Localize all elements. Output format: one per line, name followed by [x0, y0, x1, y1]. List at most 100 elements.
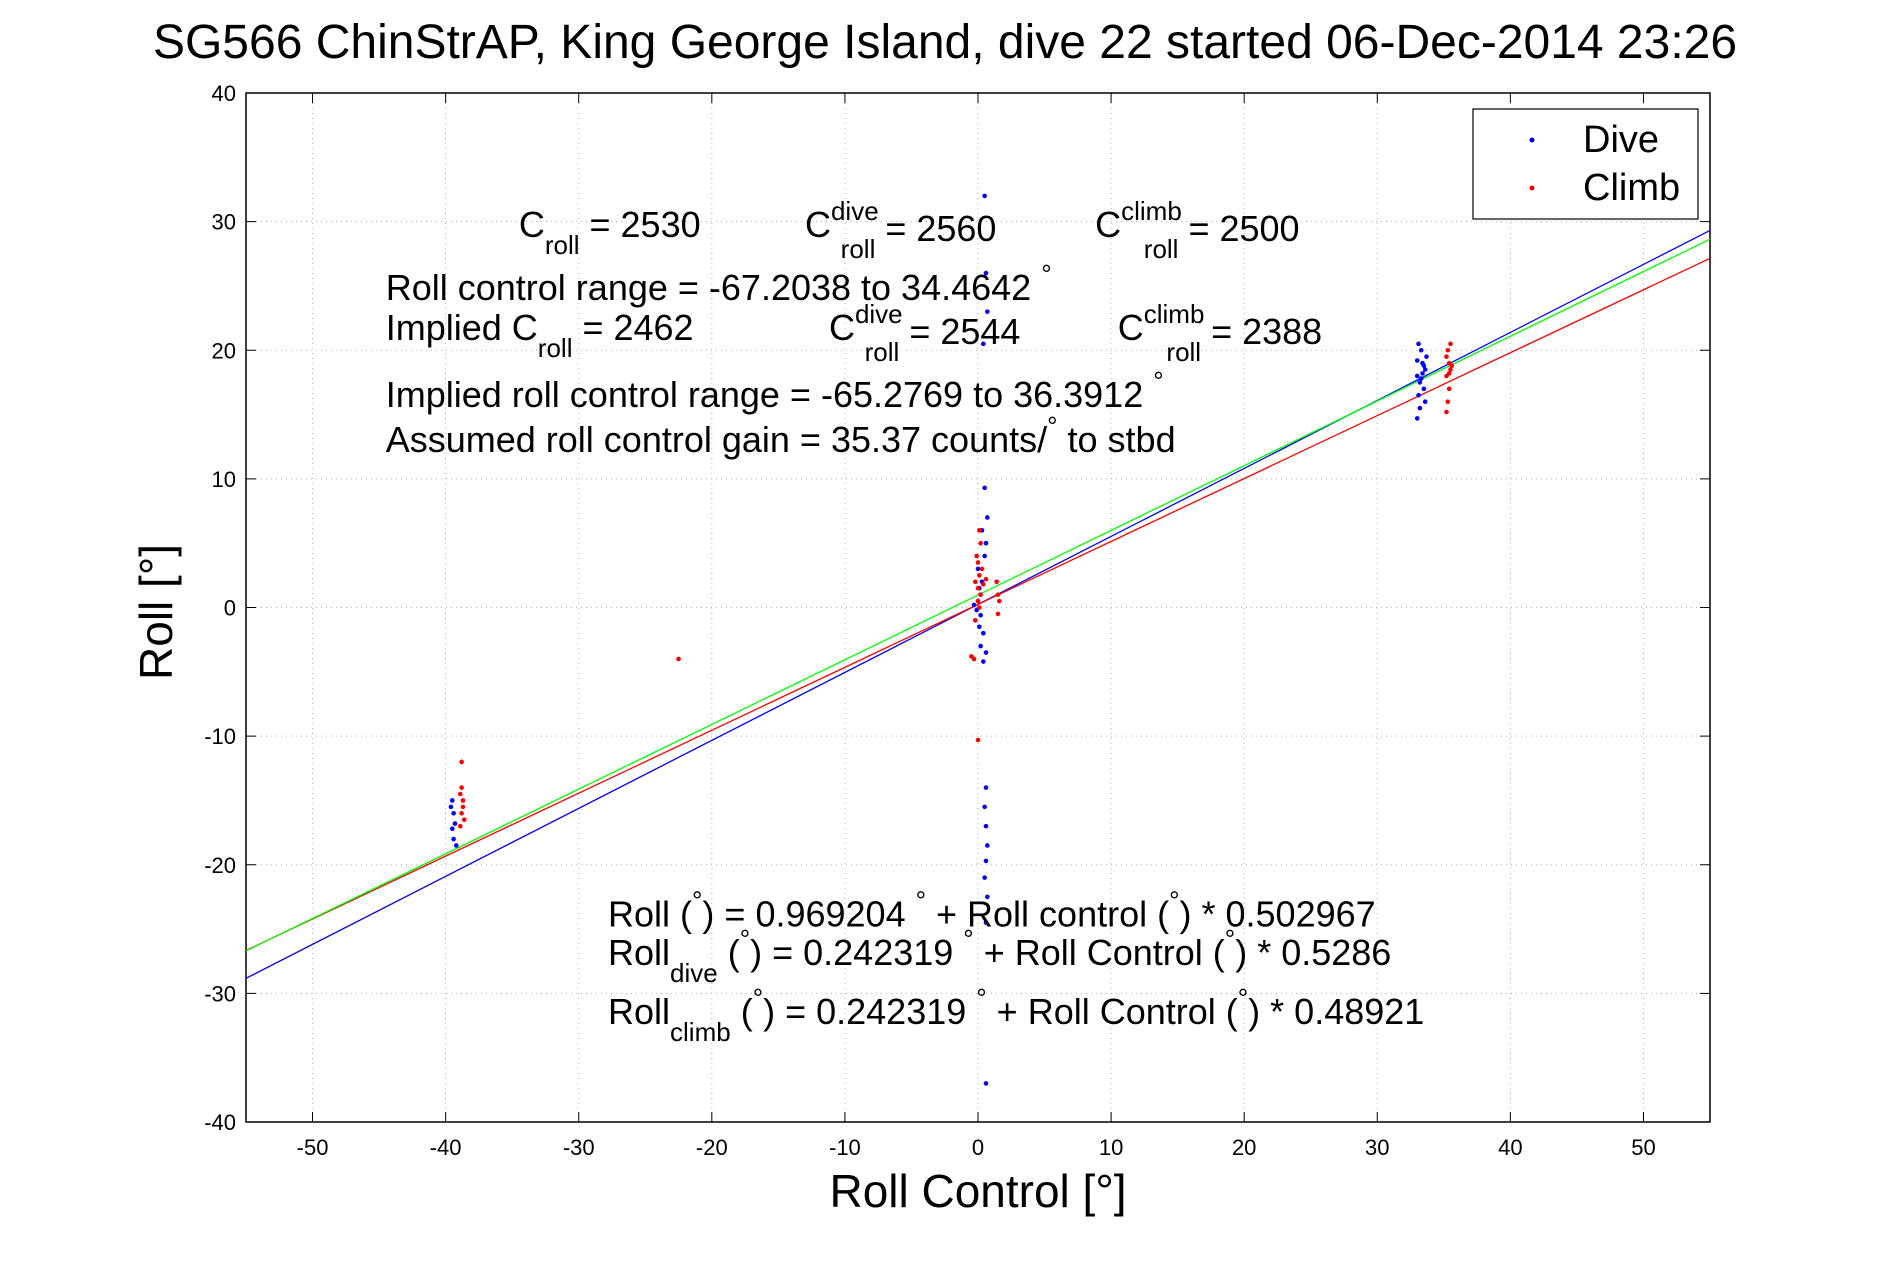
dive-point — [1416, 392, 1421, 398]
dive-point — [982, 485, 987, 491]
legend-climb-marker — [1529, 185, 1535, 191]
climb-point — [1445, 347, 1451, 353]
annotation-cdive: Cdive roll = 2560 — [805, 196, 997, 264]
annotation-fit-climb: Rollclimb (°) = 0.242319 ° + Roll Contro… — [608, 983, 1424, 1047]
climb-point — [975, 737, 981, 743]
climb-point — [983, 576, 989, 582]
dive-point — [975, 566, 981, 572]
x-tick-label: -10 — [829, 1135, 861, 1160]
climb-point — [977, 573, 982, 578]
legend: Dive Climb — [1472, 108, 1699, 220]
axis-ticks: -50 -40 -30 -20 -10 0 10 20 30 40 50 -40 -30 -20 -10 0 1… — [204, 81, 1710, 1160]
dive-point — [1421, 363, 1427, 368]
y-tick-label: 20 — [212, 338, 236, 363]
dive-point — [1422, 399, 1428, 405]
annotation-implied-cclimb: Cclimb roll = 2388 — [1118, 299, 1322, 367]
annotation-range: Roll control range = -67.2038 to 34.4642… — [386, 259, 1052, 308]
x-tick-label: 50 — [1631, 1135, 1655, 1160]
chart-title: SG566 ChinStrAP, King George Island, div… — [153, 16, 1737, 69]
x-tick-label: -50 — [297, 1135, 329, 1160]
dive-point — [1414, 358, 1420, 363]
climb-point — [971, 656, 977, 662]
dive-point — [1414, 416, 1420, 421]
annotation-implied-range: Implied roll control range = -65.2769 to… — [386, 366, 1164, 415]
dive-point — [981, 341, 986, 347]
dive-point — [982, 875, 987, 880]
annotation-croll: Croll = 2530 — [519, 204, 701, 260]
dive-point — [983, 650, 989, 655]
climb-point — [995, 611, 1001, 617]
climb-point — [973, 579, 978, 585]
y-tick-label: -10 — [204, 724, 236, 749]
x-tick-label: 40 — [1498, 1135, 1522, 1160]
dive-point — [982, 193, 987, 199]
fit-line — [245, 257, 1711, 952]
dive-point — [451, 811, 456, 816]
climb-point — [1446, 386, 1452, 392]
dive-point — [983, 823, 989, 829]
annotation-gain: Assumed roll control gain = 35.37 counts… — [386, 411, 1176, 460]
dive-point — [983, 858, 989, 864]
x-tick-label: -40 — [430, 1135, 462, 1160]
climb-point — [978, 592, 983, 597]
climb-point — [978, 540, 983, 546]
y-tick-label: -20 — [204, 853, 236, 878]
climb-point — [460, 804, 466, 810]
annotation-fit-dive: Rolldive (°) = 0.242319 ° + Roll Control… — [608, 924, 1391, 988]
climb-point — [1446, 371, 1452, 376]
dive-point — [1418, 376, 1424, 381]
dive-point — [1418, 347, 1424, 353]
y-tick-label: 30 — [212, 210, 236, 235]
x-tick-label: -30 — [563, 1135, 595, 1160]
climb-point — [1444, 409, 1449, 415]
climb-point — [981, 582, 986, 587]
y-tick-label: 10 — [212, 467, 236, 492]
climb-point — [459, 785, 464, 790]
dive-point — [978, 643, 983, 649]
dive-point — [1417, 380, 1423, 385]
y-tick-label: 0 — [224, 596, 236, 621]
x-axis-label: Roll Control [°] — [829, 1165, 1126, 1217]
dive-point — [453, 843, 459, 848]
climb-point — [457, 823, 463, 829]
legend-box — [1472, 108, 1699, 220]
dive-point — [1417, 405, 1423, 411]
fit-line — [245, 238, 1711, 952]
climb-point — [973, 618, 978, 623]
y-tick-label: 40 — [212, 81, 236, 106]
dive-point — [983, 785, 989, 790]
dive-point — [983, 270, 989, 276]
dive-point — [1416, 341, 1421, 347]
x-tick-label: 10 — [1099, 1135, 1123, 1160]
legend-climb-label: Climb — [1583, 167, 1680, 209]
dive-point — [1420, 371, 1425, 376]
x-tick-label: -20 — [696, 1135, 728, 1160]
annotation-cclimb: Cclimb roll = 2500 — [1095, 196, 1299, 264]
annotation-fit-all: Roll (°) = 0.969204 ° + Roll control (°)… — [608, 885, 1376, 934]
dive-point — [977, 624, 982, 630]
x-tick-label: 20 — [1232, 1135, 1256, 1160]
y-axis-label: Roll [°] — [130, 544, 182, 680]
dive-point — [449, 798, 455, 803]
dive-point — [981, 630, 986, 636]
climb-point — [1448, 341, 1453, 347]
dive-point — [983, 1081, 989, 1086]
climb-point — [1445, 399, 1451, 405]
climb-point — [979, 566, 985, 572]
dive-point — [985, 843, 990, 848]
dive-point — [983, 920, 989, 925]
dive-point — [981, 659, 986, 664]
climb-point — [994, 579, 999, 585]
y-tick-label: -40 — [204, 1110, 236, 1135]
climb-point — [1449, 363, 1455, 368]
annotation-implied-croll: Implied Croll = 2462 — [386, 307, 694, 363]
annotation-implied-cdive: Cdive roll = 2544 — [829, 299, 1021, 367]
climb-point — [676, 656, 681, 662]
x-tick-label: 30 — [1365, 1135, 1389, 1160]
dive-point — [1414, 373, 1420, 379]
climb-point — [459, 759, 464, 765]
climb-point — [996, 598, 1002, 604]
dive-point — [1422, 367, 1428, 372]
climb-point — [457, 791, 463, 797]
